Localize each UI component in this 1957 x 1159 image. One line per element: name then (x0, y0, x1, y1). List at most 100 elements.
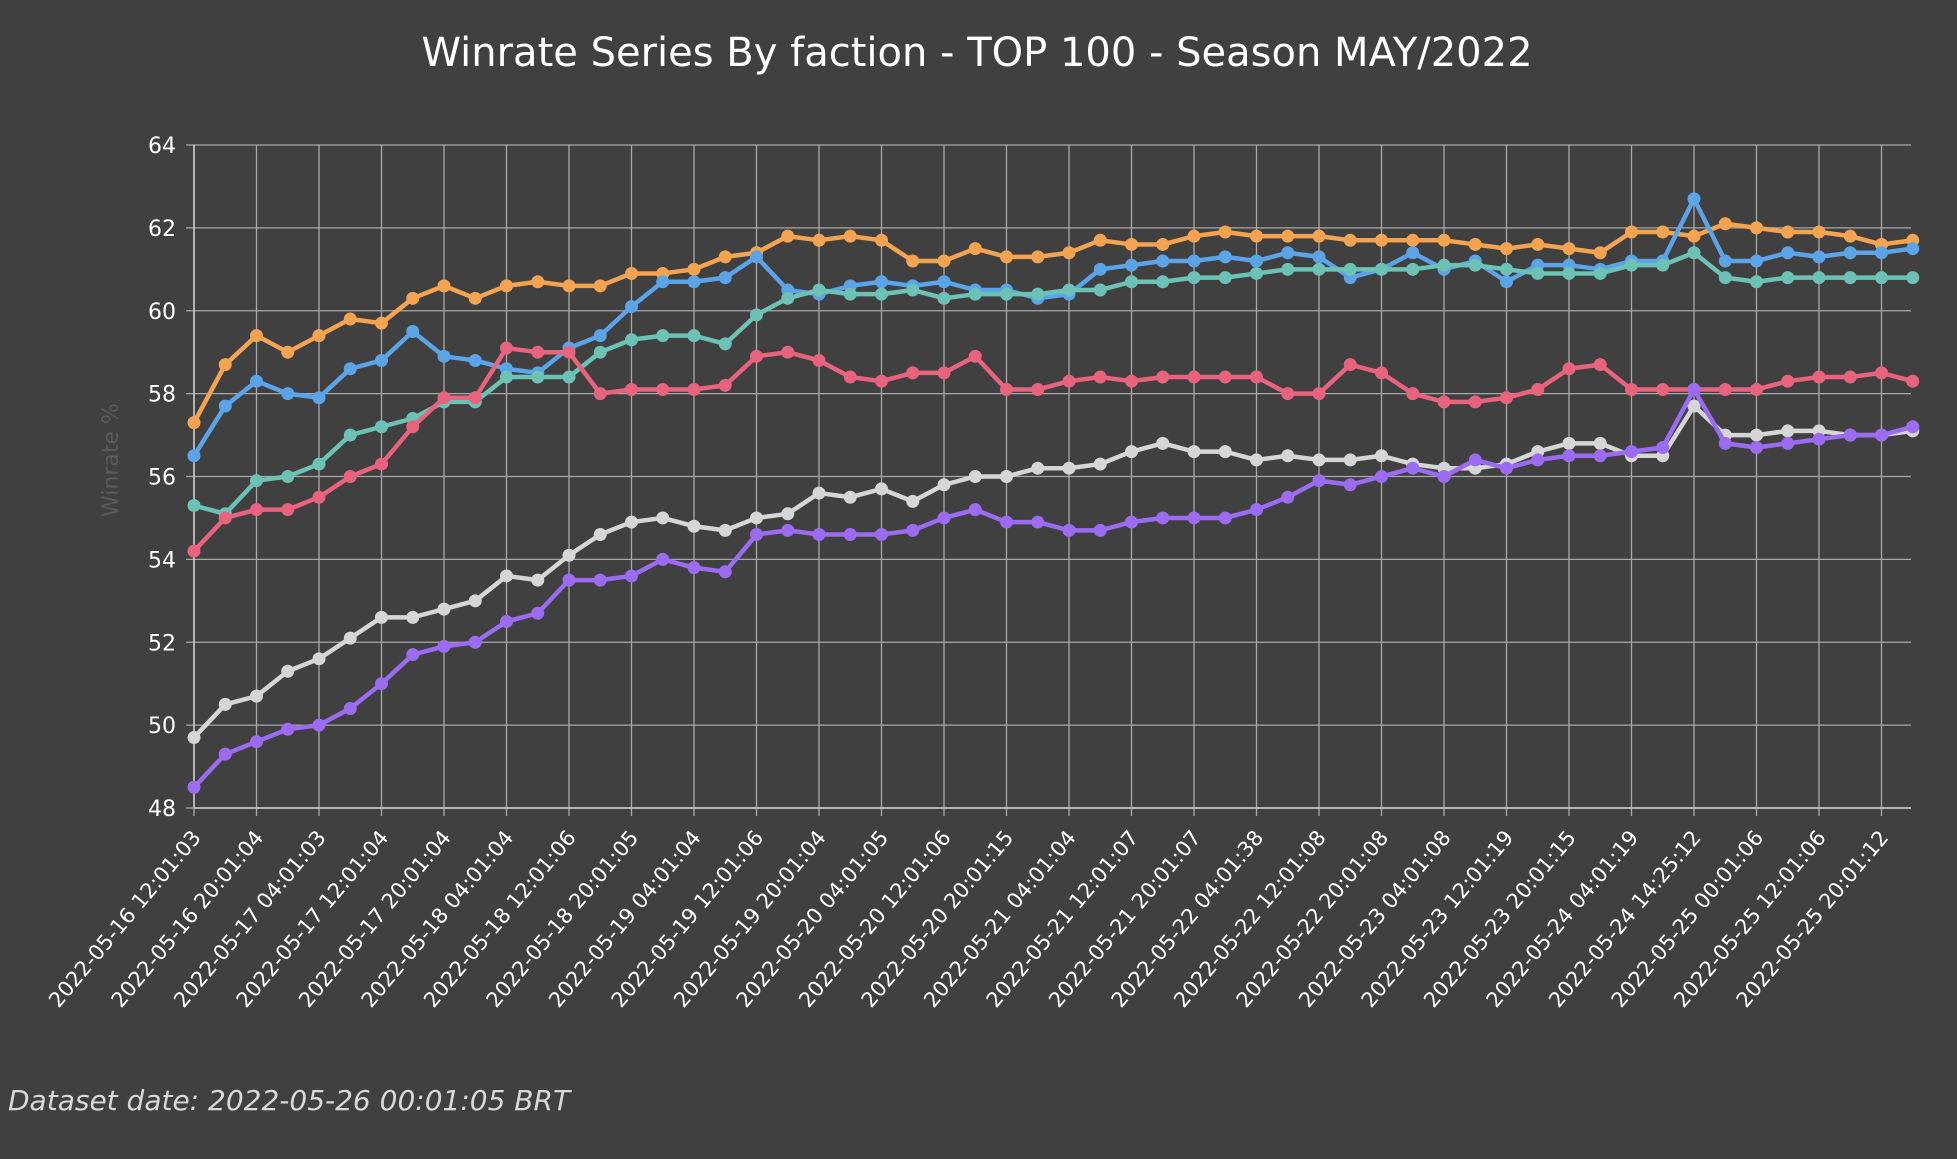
series-2-point (875, 275, 888, 289)
series-1-point (375, 316, 388, 330)
series-3-point (1343, 262, 1357, 276)
series-3-point (781, 291, 795, 305)
series-6-point (1031, 515, 1045, 529)
series-3-point (281, 470, 295, 483)
series-1-point (593, 279, 607, 293)
series-2-point (1843, 246, 1857, 260)
series-3-point (1531, 266, 1545, 280)
series-3-point (875, 287, 888, 301)
series-1-point (250, 329, 263, 343)
series-6-point (1218, 511, 1232, 525)
series-3-point (812, 283, 826, 297)
series-6-point (718, 565, 732, 579)
series-6-point (1593, 449, 1607, 463)
series-4-point (1187, 370, 1201, 384)
series-1-point (1500, 242, 1513, 256)
grid (186, 144, 1911, 816)
y-tick-label: 58 (148, 383, 176, 408)
series-2-point (718, 271, 732, 285)
series-1-point (1437, 233, 1451, 247)
series-4-point (1656, 382, 1670, 396)
series-1-point (437, 279, 451, 293)
series-4-point (343, 470, 357, 483)
series-6-point (1125, 515, 1138, 529)
series-1-point (1031, 250, 1045, 264)
series-4-point (1781, 374, 1795, 388)
series-1-point (1531, 237, 1545, 251)
series-3-point (718, 337, 732, 351)
series-4-point (1000, 382, 1013, 396)
series-2-point (593, 329, 607, 343)
series-4-point (593, 387, 607, 401)
series-4-point (1843, 370, 1857, 384)
series-6-point (1468, 453, 1482, 467)
series-3-point (1625, 258, 1638, 272)
series-3-point (1125, 275, 1138, 289)
series-2-point (1250, 254, 1263, 268)
series-1-point (312, 329, 326, 343)
series-5-point (250, 689, 263, 703)
series-5-point (625, 515, 638, 529)
series-5-point (437, 602, 451, 616)
series-6-point (1718, 436, 1732, 450)
series-1-point (1843, 229, 1857, 243)
series-6-point (906, 523, 920, 537)
series-4-point (781, 345, 795, 359)
series-2-point (375, 353, 388, 367)
series-4-point (500, 341, 513, 355)
series-2-point (1750, 254, 1763, 268)
series-1-point (1562, 242, 1576, 256)
series-3-point (593, 345, 607, 359)
series-1-line (191, 221, 1915, 425)
series-6-point (1156, 511, 1170, 525)
series-1-point (1718, 217, 1732, 231)
series-2-point (312, 391, 326, 405)
series-4-point (375, 457, 388, 471)
series-4-point (656, 382, 670, 396)
series-1-point (718, 250, 732, 264)
series-5-point (375, 610, 388, 624)
series-2-point (1906, 242, 1920, 256)
series-5-point (937, 478, 951, 492)
series-3-point (500, 370, 513, 384)
series-1-point (531, 275, 545, 289)
series-4-point (1906, 374, 1920, 388)
series-6-point (937, 511, 951, 525)
series-4-point (187, 544, 201, 558)
series-5-point (1687, 399, 1701, 413)
series-6-point (656, 552, 670, 566)
series-5-point (906, 494, 920, 508)
series-6-point (562, 573, 576, 587)
series-1-point (687, 262, 701, 276)
series-4-point (625, 382, 638, 396)
series-6-point (1812, 432, 1826, 446)
series-3-point (656, 329, 670, 343)
series-4-point (750, 349, 763, 363)
y-tick-label: 54 (148, 548, 176, 573)
series-6-point (1687, 382, 1701, 396)
series-1-point (1656, 225, 1670, 239)
series-6-point (1500, 461, 1513, 475)
series-5-point (1312, 453, 1326, 467)
series-6-point (1187, 511, 1201, 525)
series-6-point (1093, 523, 1107, 537)
series-6-point (875, 528, 888, 542)
series-3-point (687, 329, 701, 343)
series-4-point (468, 391, 482, 405)
series-1-point (1187, 229, 1201, 243)
series-4-point (1437, 395, 1451, 409)
series-1-point (562, 279, 576, 293)
y-tick-label: 48 (148, 797, 176, 822)
series-4-point (1156, 370, 1170, 384)
series-4-point (937, 366, 951, 380)
series-2-point (1156, 254, 1170, 268)
series-1-point (1250, 229, 1263, 243)
series-6-point (1781, 436, 1795, 450)
series-5-point (312, 652, 326, 666)
series-5-point (1218, 445, 1232, 459)
series-1-point (812, 233, 826, 247)
series-1-point (187, 416, 201, 430)
series-4-point (1625, 382, 1638, 396)
series-5-point (750, 511, 763, 525)
